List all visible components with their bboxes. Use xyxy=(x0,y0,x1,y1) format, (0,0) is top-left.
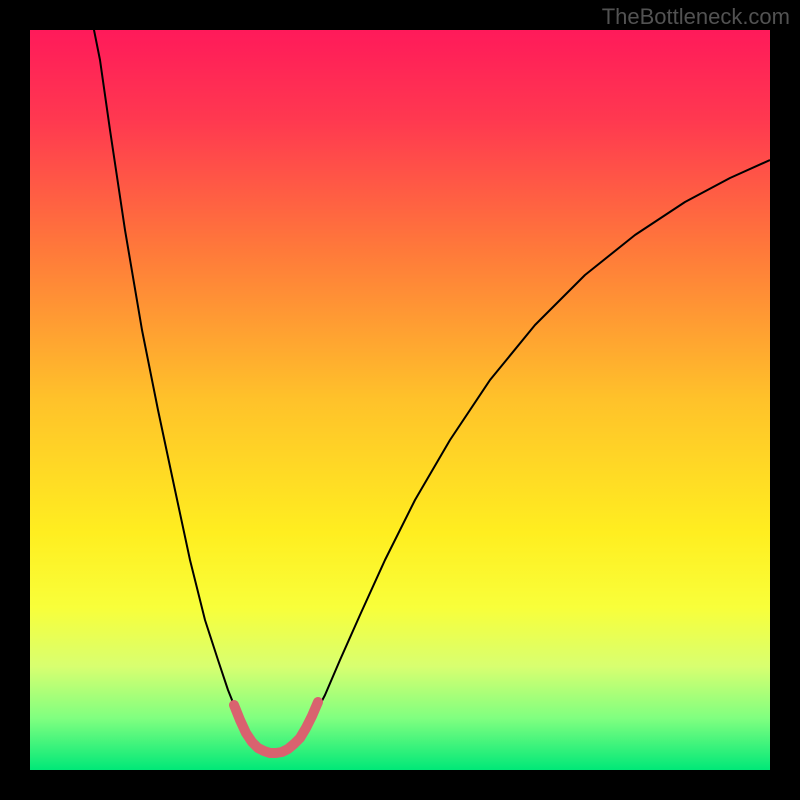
chart-background xyxy=(30,30,770,770)
watermark-text: TheBottleneck.com xyxy=(602,4,790,30)
bottleneck-chart-svg xyxy=(30,30,770,770)
chart-frame: TheBottleneck.com xyxy=(0,0,800,800)
plot-area xyxy=(30,30,770,770)
